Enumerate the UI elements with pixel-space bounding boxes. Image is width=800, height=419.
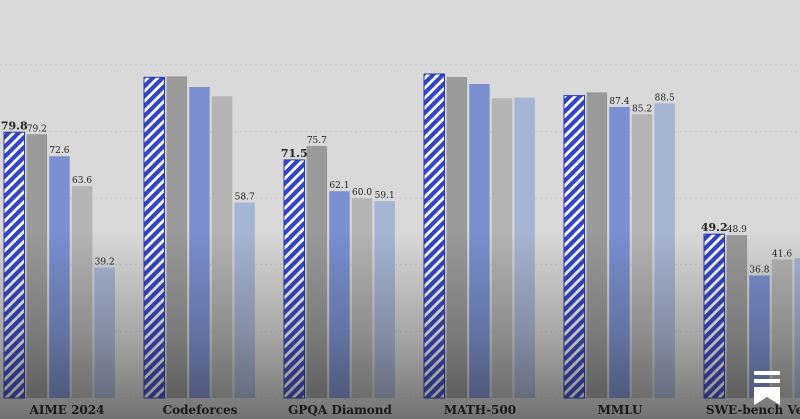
bar-series5-mmlu (654, 103, 675, 399)
bar-value-label: 49.2 (701, 221, 728, 234)
bar-value-label: 79.2 (27, 124, 47, 134)
category-label: MMLU (598, 403, 643, 417)
bar-value-label: 79.8 (1, 119, 28, 132)
bar-series2-math-500 (446, 76, 468, 398)
bar-series3-mmlu (609, 106, 630, 398)
bar-series2-swe-bench-veri (726, 235, 748, 398)
bar-series1-codeforces (143, 76, 165, 399)
bar-series3-aime-2024 (49, 156, 70, 398)
bar-value-label: 60.0 (352, 188, 372, 198)
bar-series5-codeforces (234, 202, 255, 398)
bar-value-label: 39.2 (95, 257, 115, 267)
bar-series3-gpqa-diamond (329, 191, 350, 398)
bar-value-label: 36.8 (749, 265, 769, 275)
bar-value-label: 59.1 (375, 191, 395, 201)
bar-series5-gpqa-diamond (374, 201, 395, 398)
category-label: MATH-500 (444, 403, 516, 417)
bar-value-label: 48.9 (727, 225, 747, 235)
category-label: Codeforces (163, 403, 238, 417)
bar-series1-gpqa-diamond (283, 159, 305, 399)
bar-value-label: 72.6 (49, 146, 69, 156)
bar-series1-math-500 (423, 73, 445, 399)
bar-value-label: 71.5 (281, 147, 308, 160)
bar-series4-aime-2024 (71, 186, 93, 398)
bar-value-label: 85.2 (632, 104, 652, 114)
bar-value-label: 87.4 (609, 97, 629, 107)
bar-series2-gpqa-diamond (306, 145, 328, 398)
category-label: SWE-bench Veri (706, 403, 800, 417)
bar-value-label: 41.6 (772, 249, 792, 259)
bookmark-icon[interactable] (752, 371, 782, 405)
bar-series1-swe-bench-veri (703, 233, 725, 399)
bar-series3-codeforces (189, 86, 210, 398)
bar-value-label: 75.7 (307, 136, 327, 146)
bar-series5-swe-bench-veri (794, 258, 800, 398)
bar-series2-mmlu (586, 92, 608, 398)
bar-series4-codeforces (211, 96, 233, 398)
bar-series5-math-500 (514, 97, 535, 398)
bar-value-label: 88.5 (655, 93, 675, 103)
bar-series1-aime-2024 (3, 131, 25, 399)
bar-series4-gpqa-diamond (351, 198, 373, 398)
bar-series2-codeforces (166, 76, 188, 399)
bar-series5-aime-2024 (94, 267, 115, 398)
bar-value-label: 62.1 (329, 181, 349, 191)
bar-value-label: 58.7 (235, 193, 255, 203)
bar-series2-aime-2024 (26, 134, 48, 398)
bar-series3-math-500 (469, 83, 490, 398)
category-label: GPQA Diamond (288, 403, 392, 417)
category-label: AIME 2024 (29, 403, 105, 417)
bar-series4-math-500 (491, 98, 513, 399)
bar-series1-mmlu (563, 95, 585, 399)
bar-value-label: 63.6 (72, 176, 92, 186)
bar-series4-mmlu (631, 114, 653, 398)
